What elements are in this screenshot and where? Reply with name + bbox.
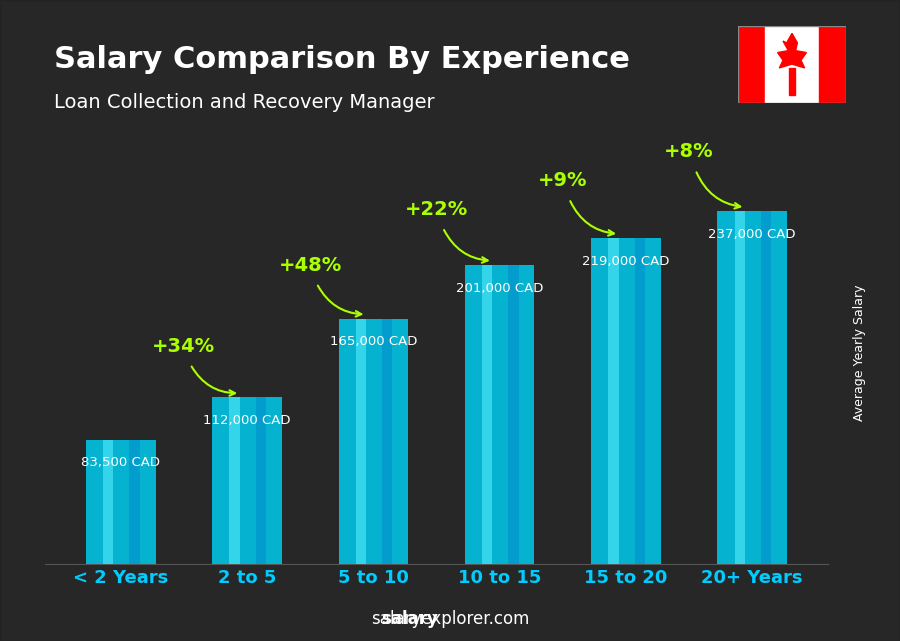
Bar bbox=[734, 212, 745, 564]
Bar bbox=[104, 440, 113, 564]
Bar bbox=[482, 265, 492, 564]
Bar bbox=[356, 319, 366, 564]
Bar bbox=[508, 265, 518, 564]
Text: Average Yearly Salary: Average Yearly Salary bbox=[853, 285, 866, 420]
Text: salary: salary bbox=[381, 610, 438, 628]
Bar bbox=[230, 397, 239, 564]
Text: 165,000 CAD: 165,000 CAD bbox=[329, 335, 417, 348]
Bar bbox=[789, 68, 795, 95]
Text: 219,000 CAD: 219,000 CAD bbox=[582, 255, 670, 268]
Polygon shape bbox=[778, 33, 806, 68]
Text: +48%: +48% bbox=[279, 256, 342, 275]
Text: +34%: +34% bbox=[152, 337, 215, 356]
Bar bbox=[130, 440, 140, 564]
Bar bbox=[212, 397, 282, 564]
Bar bbox=[338, 319, 408, 564]
Bar bbox=[738, 26, 765, 103]
Bar bbox=[760, 212, 771, 564]
Bar bbox=[591, 238, 661, 564]
Text: +9%: +9% bbox=[538, 171, 588, 190]
Text: +22%: +22% bbox=[405, 200, 468, 219]
Bar bbox=[382, 319, 392, 564]
Text: 112,000 CAD: 112,000 CAD bbox=[203, 414, 291, 427]
Bar bbox=[717, 212, 787, 564]
Text: 201,000 CAD: 201,000 CAD bbox=[456, 281, 544, 295]
Bar bbox=[819, 26, 846, 103]
Text: Salary Comparison By Experience: Salary Comparison By Experience bbox=[54, 45, 630, 74]
Text: +8%: +8% bbox=[664, 142, 714, 162]
Bar bbox=[86, 440, 156, 564]
Bar bbox=[465, 265, 535, 564]
Bar bbox=[765, 26, 819, 103]
Bar bbox=[256, 397, 266, 564]
Text: 83,500 CAD: 83,500 CAD bbox=[81, 456, 160, 469]
Text: Loan Collection and Recovery Manager: Loan Collection and Recovery Manager bbox=[54, 93, 435, 112]
Text: 237,000 CAD: 237,000 CAD bbox=[708, 228, 796, 241]
Bar bbox=[634, 238, 645, 564]
Text: salaryexplorer.com: salaryexplorer.com bbox=[371, 610, 529, 628]
Bar bbox=[608, 238, 618, 564]
